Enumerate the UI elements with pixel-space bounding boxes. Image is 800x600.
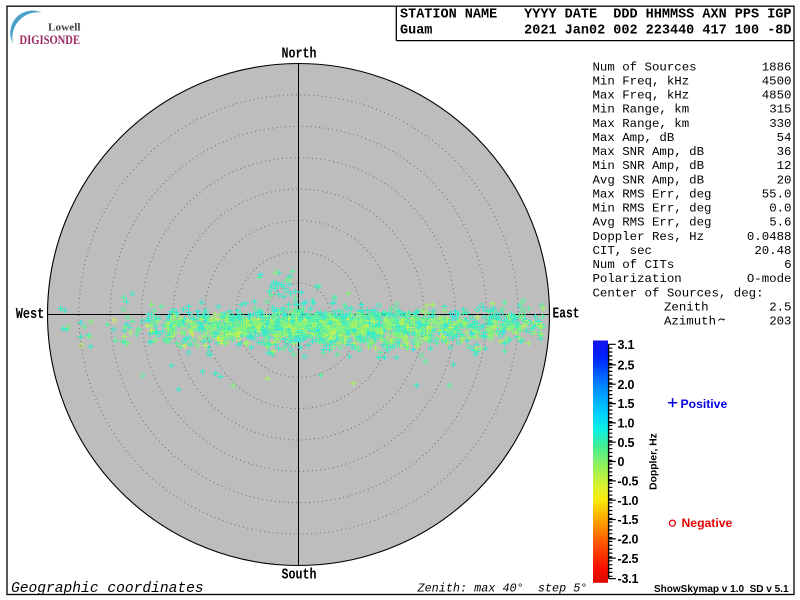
svg-text:330: 330 <box>769 117 791 131</box>
svg-text:12: 12 <box>777 159 792 173</box>
svg-text:Min Freq, kHz: Min Freq, kHz <box>593 74 690 88</box>
svg-text:1.5: 1.5 <box>618 397 635 411</box>
svg-text:2.0: 2.0 <box>618 378 635 392</box>
svg-text:-2.5: -2.5 <box>618 552 639 566</box>
svg-text:CIT, sec: CIT, sec <box>593 244 653 258</box>
svg-text:Azimuth: Azimuth <box>664 315 716 329</box>
svg-text:Min SNR Amp, dB: Min SNR Amp, dB <box>593 159 705 173</box>
svg-text:Zenith: max 40° step 5°: Zenith: max 40° step 5° <box>417 582 588 596</box>
svg-text:315: 315 <box>769 103 791 117</box>
svg-text:South: South <box>282 568 317 584</box>
svg-text:6: 6 <box>784 258 791 272</box>
svg-text:Max SNR Amp, dB: Max SNR Amp, dB <box>593 145 705 159</box>
svg-text:Max RMS Err, deg: Max RMS Err, deg <box>593 188 712 202</box>
svg-text:1.0: 1.0 <box>618 417 635 431</box>
svg-text:Num of Sources: Num of Sources <box>593 60 697 74</box>
svg-text:O-mode: O-mode <box>747 272 792 286</box>
svg-text:Max Freq, kHz: Max Freq, kHz <box>593 89 690 103</box>
svg-text:Min Range, km: Min Range, km <box>593 103 690 117</box>
svg-text:DIGISONDE: DIGISONDE <box>20 33 81 47</box>
svg-text:Center of Sources, deg:: Center of Sources, deg: <box>593 286 764 300</box>
svg-text:Guam: Guam <box>400 24 432 39</box>
svg-text:STATION NAME: STATION NAME <box>400 8 497 23</box>
svg-text:4850: 4850 <box>762 89 792 103</box>
svg-text:Geographic coordinates: Geographic coordinates <box>11 581 204 597</box>
svg-text:YYYY DATE DDD HHMMSS AXN PPS: YYYY DATE DDD HHMMSS AXN PPS IGP <box>524 8 791 23</box>
svg-text:ShowSkymap v 1.0 SD v 5.1: ShowSkymap v 1.0 SD v 5.1 <box>654 584 789 595</box>
svg-text:0: 0 <box>618 455 625 469</box>
svg-text:55.0: 55.0 <box>762 188 792 202</box>
svg-text:3.1: 3.1 <box>618 338 635 352</box>
svg-text:Positive: Positive <box>681 397 728 411</box>
svg-text:Avg RMS Err, deg: Avg RMS Err, deg <box>593 216 712 230</box>
svg-text:-1.5: -1.5 <box>618 513 639 527</box>
svg-text:Avg SNR Amp, dB: Avg SNR Amp, dB <box>593 173 705 187</box>
svg-text:-2.0: -2.0 <box>618 533 639 547</box>
svg-text:36: 36 <box>777 145 792 159</box>
svg-text:2.5: 2.5 <box>769 301 791 315</box>
svg-text:20.48: 20.48 <box>754 244 791 258</box>
svg-text:-3.1: -3.1 <box>618 572 639 586</box>
svg-text:-1.0: -1.0 <box>618 494 639 508</box>
svg-text:West: West <box>16 307 45 323</box>
svg-text:Max Range, km: Max Range, km <box>593 117 690 131</box>
svg-text:5.6: 5.6 <box>769 216 791 230</box>
svg-text:0.0: 0.0 <box>769 202 791 216</box>
svg-text:Doppler Res, Hz: Doppler Res, Hz <box>593 230 705 244</box>
svg-text:Max Amp, dB: Max Amp, dB <box>593 131 675 145</box>
svg-text:20: 20 <box>777 173 792 187</box>
svg-text:0.5: 0.5 <box>618 436 635 450</box>
svg-text:North: North <box>282 47 317 63</box>
svg-text:2021 Jan02 002 223440 417 100: 2021 Jan02 002 223440 417 100 -8D <box>524 24 791 39</box>
svg-text:2.5: 2.5 <box>618 359 635 373</box>
svg-text:East: East <box>553 307 580 323</box>
svg-text:1886: 1886 <box>762 60 792 74</box>
svg-text:Min RMS Err, deg: Min RMS Err, deg <box>593 202 712 216</box>
svg-text:0.0488: 0.0488 <box>747 230 792 244</box>
svg-text:Lowell: Lowell <box>48 23 81 34</box>
svg-text:Negative: Negative <box>682 516 733 530</box>
svg-text:54: 54 <box>777 131 792 145</box>
svg-text:Num of CITs: Num of CITs <box>593 258 675 272</box>
svg-text:Doppler, Hz: Doppler, Hz <box>649 433 660 490</box>
svg-text:4500: 4500 <box>762 74 792 88</box>
svg-text:-0.5: -0.5 <box>618 475 639 489</box>
svg-text:203: 203 <box>769 315 791 329</box>
svg-text:Polarization: Polarization <box>593 272 682 286</box>
svg-text:Zenith: Zenith <box>664 301 709 315</box>
